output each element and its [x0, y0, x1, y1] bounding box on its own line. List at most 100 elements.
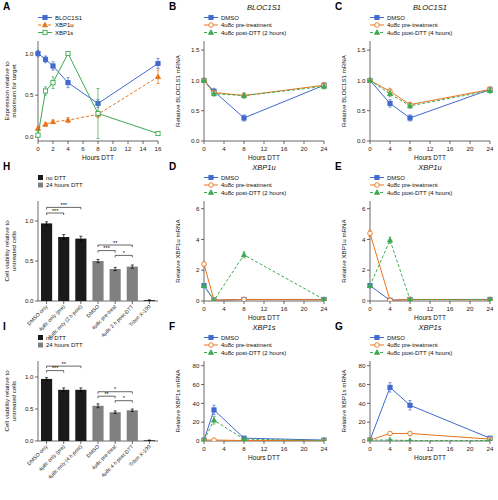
point [43, 122, 48, 127]
x-tick [46, 441, 47, 444]
point [368, 231, 373, 236]
point [408, 297, 413, 301]
x-tick-label: 16 [155, 145, 162, 152]
significance-label: *** [52, 208, 59, 214]
point [388, 385, 392, 389]
legend-marker [209, 190, 214, 195]
line [204, 255, 324, 300]
legend-label: no DTT [46, 175, 66, 181]
error-bar [323, 84, 326, 89]
x-tick-label: 6 [81, 145, 85, 152]
bar [92, 261, 103, 301]
x-tick-label: 8 [242, 145, 246, 152]
point [242, 436, 247, 441]
error-bar [389, 237, 392, 243]
x-tick-label: 8 [242, 305, 246, 312]
legend-label: 4u8c post-DTT (2 hours) [221, 190, 286, 196]
x-tick-label: 12 [427, 305, 434, 312]
error-bar [62, 235, 65, 240]
y-tick [367, 301, 370, 302]
y-axis-label: Cell viability relative to [3, 220, 10, 282]
page: {"chart_data": [ {"type": "line", "xlabe… [0, 0, 498, 500]
point [202, 283, 207, 288]
y-tick-label: 80 [359, 362, 366, 369]
y-axis-label: Relative BLOC1S1 mRNA [174, 54, 181, 127]
panel-label: D [169, 161, 176, 172]
y-tick-label: 2 [362, 266, 366, 273]
error-bar [203, 262, 206, 266]
legend-marker [209, 350, 214, 355]
x-tick-label: 24 [321, 445, 328, 452]
error-bar [389, 383, 392, 392]
error-bar [489, 88, 492, 93]
y-axis [370, 361, 371, 441]
point [43, 57, 47, 61]
x-tick-label: 12 [125, 145, 132, 152]
x-tick-label: 16 [447, 145, 454, 152]
y-axis-label: maximum for target [10, 64, 17, 118]
point [202, 438, 206, 441]
x-tick-label: 4 [222, 305, 226, 312]
point [242, 436, 246, 440]
y-tick-label: 1.0 [191, 77, 200, 84]
y-axis-label: Relative XBP1s mRNA [174, 369, 181, 433]
error-bar [52, 77, 55, 89]
error-bar [213, 91, 216, 96]
x-tick [149, 301, 150, 304]
x-tick-label: 4 [222, 145, 226, 152]
legend: DMSO4u8c pre-treatment4u8c post-DTT (2 h… [204, 175, 286, 196]
point [202, 284, 206, 288]
bar [92, 406, 103, 441]
panel: 0.00.51.01.504812162024Hours DTTRelative… [335, 1, 494, 161]
bar [41, 379, 52, 441]
point [66, 81, 70, 85]
point [202, 78, 206, 82]
x-tick-label: 24 [321, 145, 328, 152]
x-tick [115, 441, 116, 444]
legend-label: DMSO [221, 15, 239, 21]
y-tick-label: 1.0 [25, 373, 34, 380]
legend-label: no DTT [46, 335, 66, 341]
legend: DMSO4u8c pre-treatment4u8c post-DTT (2 h… [204, 335, 286, 356]
x-tick-label: 8 [96, 145, 100, 152]
error-bar [131, 265, 134, 268]
error-bar [131, 409, 134, 412]
y-tick [201, 208, 204, 209]
bar [127, 267, 138, 301]
bar [127, 410, 138, 441]
y-axis [204, 361, 205, 441]
error-bar [44, 87, 47, 95]
y-tick-label: 0.0 [25, 297, 34, 304]
legend-label: 4u8c pre-treatment [221, 182, 272, 188]
y-tick-label: 4 [196, 236, 200, 243]
plot-area [41, 222, 155, 301]
point [212, 418, 217, 423]
bar [58, 237, 69, 301]
y-tick-label: 6 [196, 205, 200, 212]
panel: 0.00.51.0DMSO only4μ8c only (pre)4μ8c on… [3, 321, 158, 480]
error-bar [323, 83, 326, 88]
legend-label: BLOC1S1 [55, 15, 83, 21]
error-bar [157, 132, 160, 135]
x-tick-label: 16 [447, 305, 454, 312]
y-tick [35, 409, 38, 410]
point [202, 262, 207, 267]
legend-label: 24 hours DTT [46, 342, 83, 348]
title: BLOC1S1 [413, 3, 447, 12]
x-tick-label: 12 [427, 445, 434, 452]
y-tick [201, 141, 204, 142]
legend-marker [375, 175, 379, 179]
y-tick [367, 384, 370, 385]
x-tick-label: 0 [36, 145, 40, 152]
point [51, 64, 55, 68]
y-tick-label: 6 [362, 205, 366, 212]
y-tick [367, 141, 370, 142]
point [408, 431, 413, 436]
point [322, 297, 326, 301]
line [370, 80, 490, 118]
legend-swatch [38, 335, 43, 340]
error-bar [52, 62, 55, 70]
point [388, 91, 393, 96]
point [488, 438, 493, 441]
point [408, 297, 412, 301]
